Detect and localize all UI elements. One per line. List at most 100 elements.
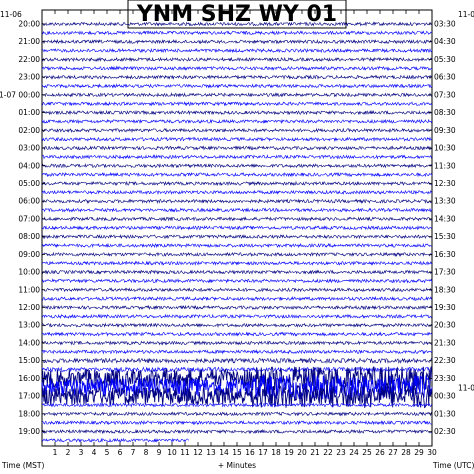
trace-line: [41, 428, 433, 435]
left-time-label: 10:00: [18, 268, 40, 277]
trace-line: [41, 251, 433, 257]
trace-line: [41, 402, 433, 408]
trace-line: [41, 260, 433, 266]
trace-line: [41, 269, 433, 275]
left-time-label: 11:00: [18, 285, 40, 294]
x-tick-label: 4: [92, 448, 97, 457]
right-time-label: 14:30: [434, 214, 456, 223]
trace-line: [41, 189, 433, 195]
trace-line: [41, 366, 433, 373]
left-time-label: 09:00: [18, 250, 40, 259]
x-tick-label: 22: [323, 448, 333, 457]
left-time-label: 18:00: [18, 409, 40, 418]
right-time-label: 04:30: [434, 37, 456, 46]
left-time-label: 12:00: [18, 303, 40, 312]
trace-line: [41, 437, 189, 443]
trace-line: [41, 234, 433, 240]
trace-line: [41, 47, 433, 54]
right-time-label: 11:30: [434, 161, 456, 170]
trace-line: [41, 304, 433, 311]
trace-line: [41, 411, 433, 417]
left-time-label: 08:00: [18, 232, 40, 241]
seismic-traces: [41, 21, 433, 443]
right-time-label: 07:30: [434, 90, 456, 99]
trace-line: [41, 65, 433, 72]
x-axis-ticks: 1 2 3 4 5 6 7 8 9 10 11 12 13 14 15 16 17 18 19 20 21 22 23 24 2…: [53, 10, 437, 457]
right-time-label: 06:30: [434, 73, 456, 82]
x-tick-label: 26: [375, 448, 385, 457]
right-time-label: 16:30: [434, 250, 456, 259]
x-tick-label: 7: [131, 448, 136, 457]
left-time-label: 11-07 00:00: [0, 90, 40, 99]
trace-line: [41, 419, 433, 426]
right-time-label: 23:30: [434, 374, 456, 383]
right-time-label: 08:30: [434, 108, 456, 117]
right-time-label: 20:30: [434, 321, 456, 330]
x-tick-label: 20: [297, 448, 307, 457]
x-tick-label: 8: [144, 448, 149, 457]
right-time-label: 22:30: [434, 356, 456, 365]
x-tick-label: 12: [193, 448, 203, 457]
trace-line: [41, 295, 433, 302]
left-time-label: 19:00: [18, 427, 40, 436]
trace-line: [41, 92, 433, 98]
right-date-mid: 11-08: [458, 384, 474, 393]
trace-line: [41, 384, 433, 409]
trace-line: [41, 278, 433, 284]
trace-line: [41, 118, 433, 125]
x-tick-label: 9: [157, 448, 162, 457]
x-tick-label: 23: [336, 448, 346, 457]
right-time-label: 15:30: [434, 232, 456, 241]
right-time-label: 05:30: [434, 55, 456, 64]
right-time-labels: 03:30 04:30 05:30 06:30 07:30 08:30 09:30 10:30…: [429, 20, 474, 436]
trace-line: [41, 340, 433, 346]
x-tick-label: 5: [105, 448, 110, 457]
x-tick-label: 24: [349, 448, 359, 457]
trace-line: [41, 38, 433, 45]
right-time-label: 01:30: [434, 409, 456, 418]
x-tick-label: 29: [414, 448, 424, 457]
left-axis-label: Time (MST): [1, 461, 44, 470]
x-tick-label: 11: [180, 448, 190, 457]
right-date-top: 11-07: [458, 10, 474, 19]
x-tick-label: 17: [258, 448, 268, 457]
left-time-label: 20:00: [18, 20, 40, 29]
x-tick-label: 14: [219, 448, 229, 457]
x-tick-label: 1: [53, 448, 58, 457]
x-tick-label: 13: [206, 448, 216, 457]
right-time-label: 09:30: [434, 126, 456, 135]
x-tick-label: 21: [310, 448, 320, 457]
left-time-label: 03:00: [18, 144, 40, 153]
right-time-label: 17:30: [434, 268, 456, 277]
right-time-label: 00:30: [434, 392, 456, 401]
trace-line: [41, 331, 433, 337]
trace-line: [41, 349, 433, 355]
trace-line: [41, 163, 433, 169]
trace-line: [41, 136, 433, 142]
trace-line: [41, 74, 433, 80]
trace-line: [41, 171, 433, 178]
left-time-labels: 20:00 21:00 22:00 23:00 11-07 00:00 01:00 02:0…: [0, 20, 45, 436]
x-tick-label: 3: [79, 448, 84, 457]
left-time-label: 14:00: [18, 339, 40, 348]
x-tick-label: 2: [66, 448, 71, 457]
right-time-label: 21:30: [434, 339, 456, 348]
x-tick-label: 27: [388, 448, 398, 457]
left-time-label: 13:00: [18, 321, 40, 330]
x-tick-label: 28: [401, 448, 411, 457]
trace-line: [41, 225, 433, 231]
trace-line: [41, 322, 433, 328]
right-time-label: 02:30: [434, 427, 456, 436]
x-tick-label: 30: [427, 448, 437, 457]
right-time-label: 12:30: [434, 179, 456, 188]
trace-line: [41, 357, 433, 364]
trace-line: [41, 198, 433, 204]
left-time-label: 16:00: [18, 374, 40, 383]
trace-line: [41, 145, 433, 151]
x-tick-label: 10: [167, 448, 177, 457]
x-tick-label: 25: [362, 448, 372, 457]
left-time-label: 22:00: [18, 55, 40, 64]
right-time-label: 19:30: [434, 303, 456, 312]
trace-line: [41, 287, 433, 293]
trace-line: [41, 127, 433, 134]
